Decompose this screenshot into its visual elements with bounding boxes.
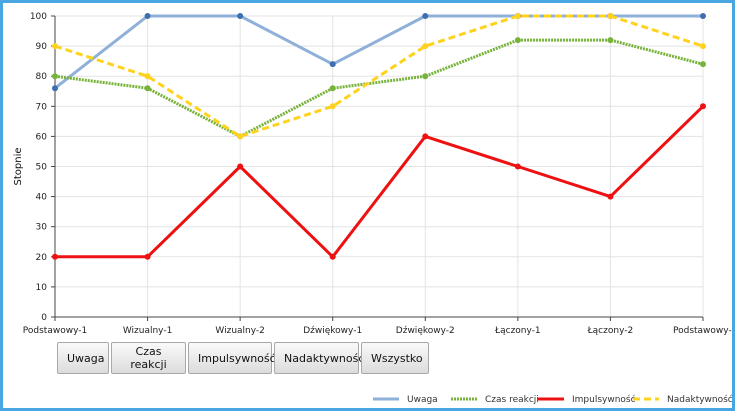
filter-button-uwaga[interactable]: Uwaga	[57, 342, 109, 374]
y-axis-title: Stopnie	[13, 147, 24, 185]
x-tick-label: Wizualny-1	[123, 326, 173, 336]
data-point[interactable]	[422, 133, 429, 140]
data-point[interactable]	[52, 253, 58, 260]
y-tick-label: 20	[36, 253, 48, 263]
data-point[interactable]	[329, 61, 336, 68]
data-point[interactable]	[607, 13, 614, 19]
data-point[interactable]	[237, 13, 244, 19]
y-tick-label: 0	[41, 313, 47, 323]
data-point[interactable]	[700, 61, 706, 68]
filter-button-impulsywnosc[interactable]: Impulsywność	[188, 342, 276, 374]
filter-button-nadaktywnosc[interactable]: Nadaktywność	[274, 342, 364, 374]
legend-label: Nadaktywność	[667, 394, 732, 405]
data-point[interactable]	[237, 133, 244, 140]
series-line-2	[55, 105, 705, 259]
data-point[interactable]	[422, 73, 429, 80]
series-line-3	[54, 14, 704, 138]
data-point[interactable]	[422, 13, 429, 19]
data-point[interactable]	[52, 73, 58, 80]
data-point[interactable]	[329, 253, 336, 260]
x-tick-label: Łączony-1	[494, 326, 541, 336]
data-point[interactable]	[607, 193, 614, 200]
filter-button-group: Uwaga Czas reakcji Impulsywność Nadaktyw…	[57, 342, 429, 374]
y-tick-label: 60	[36, 132, 48, 142]
legend-label: Czas reakcji	[485, 395, 539, 405]
data-point[interactable]	[52, 85, 58, 92]
x-tick-label: Łączony-2	[587, 326, 634, 336]
data-point[interactable]	[422, 43, 429, 50]
data-point[interactable]	[329, 85, 336, 92]
data-point[interactable]	[237, 163, 244, 170]
y-tick-label: 30	[36, 223, 48, 233]
line-chart: 0 10 20 30 40 50 60 70 80 90 100 Podstawowy-1 Wizual…	[13, 12, 732, 405]
y-tick-label: 10	[36, 283, 48, 293]
y-tick-label: 100	[30, 12, 47, 22]
data-point[interactable]	[52, 43, 58, 50]
y-tick-label: 70	[36, 102, 48, 112]
y-tick-label: 50	[36, 163, 48, 173]
data-point[interactable]	[144, 253, 151, 260]
data-point[interactable]	[144, 73, 151, 80]
filter-button-wszystko[interactable]: Wszystko	[361, 342, 429, 374]
data-point[interactable]	[700, 43, 706, 50]
data-point[interactable]	[144, 13, 151, 19]
data-point[interactable]	[607, 37, 614, 44]
data-point[interactable]	[144, 85, 151, 92]
x-tick-label: Wizualny-2	[215, 326, 265, 336]
data-point[interactable]	[700, 13, 706, 19]
data-point[interactable]	[514, 37, 521, 44]
data-point[interactable]	[514, 163, 521, 170]
x-tick-label: Dźwiękowy-1	[303, 326, 362, 336]
data-point[interactable]	[514, 13, 521, 19]
x-tick-label: Podstawowy-1	[23, 326, 87, 336]
filter-button-czas-reakcji[interactable]: Czas reakcji	[111, 342, 186, 374]
y-tick-label: 80	[36, 72, 48, 82]
series-line-1	[54, 38, 704, 138]
data-point[interactable]	[700, 103, 706, 110]
y-tick-label: 90	[36, 42, 48, 52]
data-point[interactable]	[329, 103, 336, 110]
legend-label: Uwaga	[407, 395, 438, 405]
legend-label: Impulsywność	[572, 394, 636, 405]
x-tick-label: Podstawowy-	[673, 326, 732, 336]
y-tick-label: 40	[36, 193, 48, 203]
series-line-0	[54, 14, 703, 90]
x-tick-label: Dźwiękowy-2	[396, 326, 455, 336]
